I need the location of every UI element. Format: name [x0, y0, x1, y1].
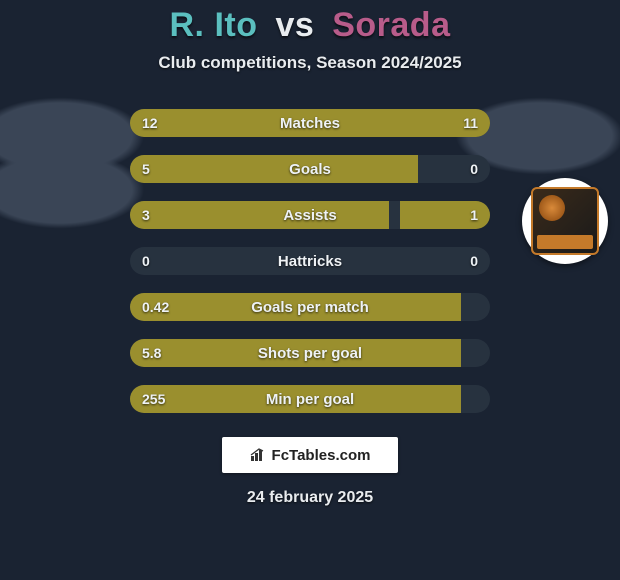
- bar-left-value: 5.8: [142, 339, 161, 367]
- bar-label: Goals: [130, 155, 490, 183]
- bar-label: Matches: [130, 109, 490, 137]
- subtitle: Club competitions, Season 2024/2025: [0, 53, 620, 73]
- fctables-logo: FcTables.com: [222, 437, 398, 473]
- chart-icon: [250, 448, 268, 462]
- date-text: 24 february 2025: [0, 489, 620, 507]
- bar-left-value: 12: [142, 109, 158, 137]
- stat-row: Goals per match0.42: [130, 293, 490, 321]
- bar-right-value: 0: [470, 155, 478, 183]
- bar-left-value: 5: [142, 155, 150, 183]
- bar-right-value: 0: [470, 247, 478, 275]
- logo-text: FcTables.com: [272, 447, 371, 464]
- stat-row: Assists3 1: [130, 201, 490, 229]
- bar-label: Shots per goal: [130, 339, 490, 367]
- stat-row: Hattricks0 0: [130, 247, 490, 275]
- bar-left-value: 0: [142, 247, 150, 275]
- club-badge-graphic: [531, 187, 599, 255]
- bar-label: Assists: [130, 201, 490, 229]
- bar-left-value: 0.42: [142, 293, 169, 321]
- stat-bars: Matches1211Goals50Assists31Hattricks00Go…: [130, 109, 490, 413]
- vs-text: vs: [275, 6, 314, 44]
- player2-name: Sorada: [332, 6, 450, 44]
- comparison-title: R. Ito vs Sorada: [0, 0, 620, 45]
- stat-row: Min per goal255: [130, 385, 490, 413]
- bar-label: Min per goal: [130, 385, 490, 413]
- stat-row: Goals5 0: [130, 155, 490, 183]
- bar-left-value: 255: [142, 385, 165, 413]
- bar-right-value: 11: [463, 109, 478, 137]
- bar-right-value: 1: [470, 201, 478, 229]
- stat-row: Shots per goal5.8: [130, 339, 490, 367]
- stat-row: Matches12 11: [130, 109, 490, 137]
- club-badge: [522, 178, 608, 264]
- player1-name: R. Ito: [170, 6, 258, 44]
- bar-label: Goals per match: [130, 293, 490, 321]
- bar-label: Hattricks: [130, 247, 490, 275]
- bar-left-value: 3: [142, 201, 150, 229]
